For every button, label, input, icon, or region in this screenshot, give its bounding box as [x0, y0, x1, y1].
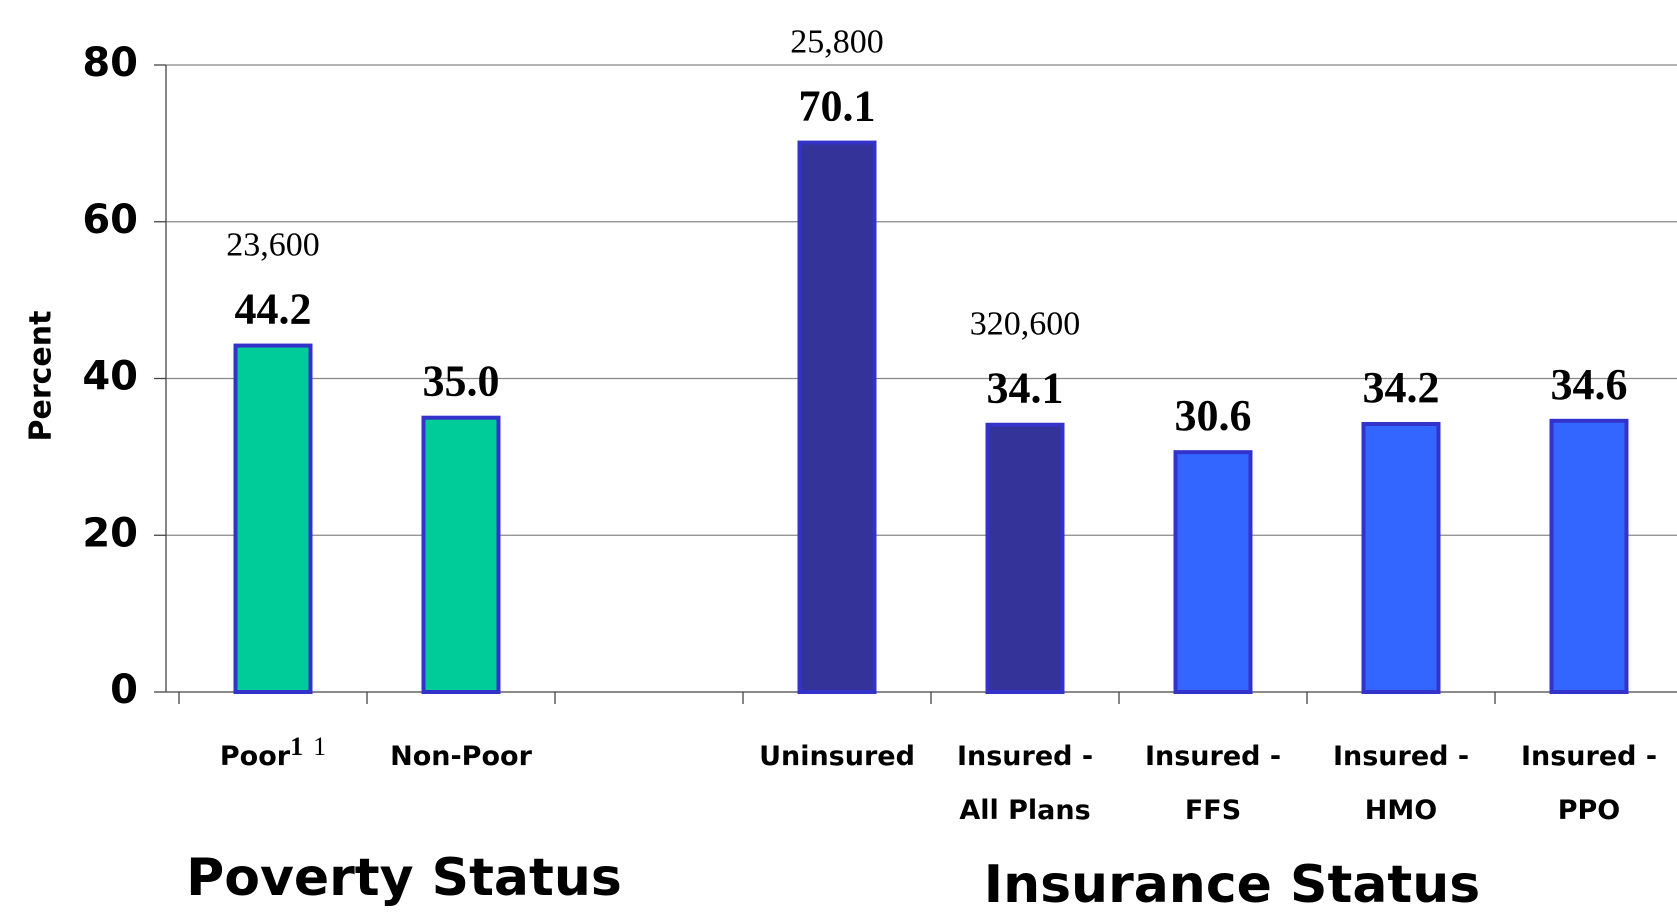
x-tick-label: Insured - PPO — [1520, 741, 1658, 826]
bar — [1549, 418, 1629, 694]
value-label: 34.1 — [987, 364, 1064, 413]
x-tick-label: Uninsured — [759, 741, 915, 772]
x-tick-label: Insured - FFS — [1144, 741, 1282, 826]
count-label: 320,600 — [970, 306, 1081, 343]
value-label: 34.6 — [1551, 360, 1628, 409]
x-tick-label: Insured - All Plans — [956, 741, 1094, 826]
y-axis-label: Percent — [24, 311, 59, 442]
value-label: 35.0 — [423, 357, 500, 406]
count-label: 25,800 — [790, 24, 884, 61]
category-text: Poor — [219, 741, 291, 772]
x-tick-label: Poor1 1 — [178, 730, 368, 784]
count-label: 23,600 — [226, 227, 320, 264]
bar — [1361, 421, 1441, 694]
y-tick-label: 20 — [82, 510, 138, 556]
bar — [985, 422, 1065, 694]
group-label: Insurance Status — [983, 855, 1481, 915]
value-label: 70.1 — [799, 82, 876, 131]
group-label: Poverty Status — [186, 848, 622, 908]
footnote-mark: 1 — [290, 732, 304, 761]
bar — [797, 140, 877, 694]
x-tick-label: Non-Poor — [390, 741, 532, 772]
bar — [1173, 450, 1253, 694]
y-tick-label: 40 — [82, 354, 138, 400]
y-tick-label: 80 — [82, 40, 138, 86]
value-label: 34.2 — [1363, 363, 1440, 412]
y-tick-label: 60 — [82, 197, 138, 243]
bar — [233, 343, 313, 694]
value-label: 44.2 — [235, 285, 312, 334]
x-tick-label: Insured - HMO — [1332, 741, 1470, 826]
bar — [421, 415, 501, 694]
y-tick-label: 0 — [110, 667, 138, 713]
footnote-mark: 1 — [313, 732, 327, 761]
value-label: 30.6 — [1175, 391, 1252, 440]
